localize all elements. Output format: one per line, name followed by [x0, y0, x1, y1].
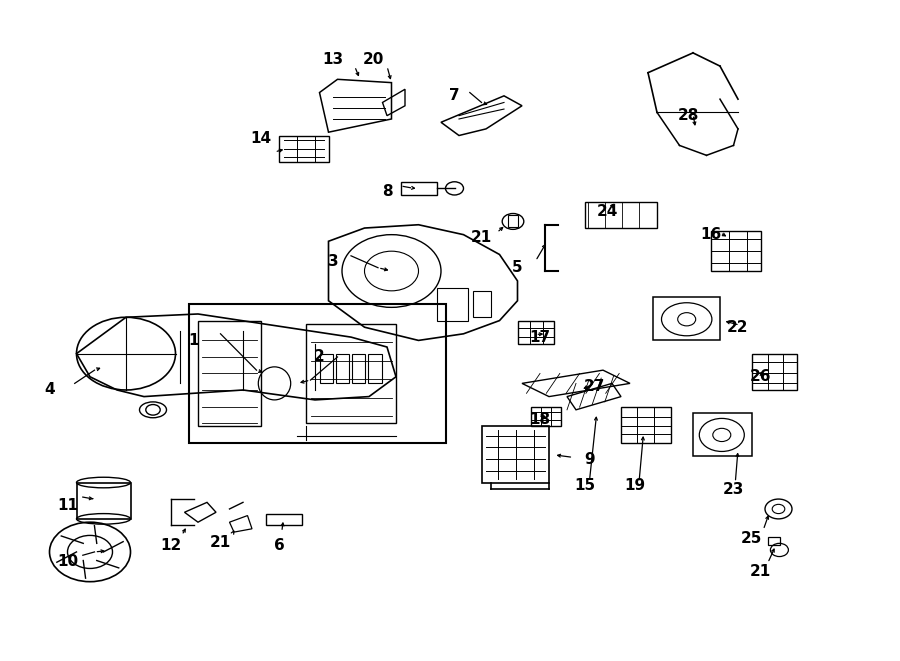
Text: 18: 18	[529, 412, 551, 427]
Bar	[368, 354, 382, 383]
Text: 21: 21	[210, 535, 231, 549]
Text: 17: 17	[529, 330, 551, 344]
Text: 10: 10	[57, 555, 78, 569]
Text: 25: 25	[741, 531, 762, 546]
Bar	[711, 231, 760, 271]
Bar	[752, 354, 796, 390]
Text: 1: 1	[188, 333, 199, 348]
Text: 11: 11	[57, 498, 78, 513]
Text: 16: 16	[700, 227, 722, 242]
Bar	[508, 215, 518, 227]
Bar	[76, 483, 130, 519]
Bar	[472, 291, 490, 317]
Bar	[436, 288, 468, 321]
Text: 22: 22	[727, 320, 749, 334]
Text: 23: 23	[723, 482, 744, 496]
Bar	[306, 324, 396, 423]
Text: 27: 27	[583, 379, 605, 394]
Text: 5: 5	[512, 260, 523, 275]
Text: 2: 2	[314, 350, 325, 364]
Text: 20: 20	[363, 52, 384, 67]
Bar	[320, 354, 333, 383]
Text: 15: 15	[574, 479, 596, 493]
Text: 19: 19	[624, 479, 645, 493]
Bar	[482, 426, 549, 483]
Bar	[621, 407, 670, 443]
Bar	[585, 202, 657, 228]
Text: 3: 3	[328, 254, 338, 268]
Bar	[336, 354, 349, 383]
Text: 24: 24	[597, 204, 618, 219]
Text: 21: 21	[750, 564, 771, 579]
Bar	[531, 407, 561, 426]
Text: 28: 28	[678, 108, 699, 123]
Bar	[400, 182, 436, 195]
Bar	[189, 304, 446, 443]
Bar	[768, 537, 780, 545]
Bar	[266, 514, 302, 525]
Text: 12: 12	[160, 538, 182, 553]
Bar	[518, 321, 554, 344]
Text: 7: 7	[449, 89, 460, 103]
Text: 9: 9	[584, 452, 595, 467]
Text: 13: 13	[322, 52, 344, 67]
Bar	[652, 297, 720, 340]
Text: 21: 21	[471, 231, 492, 245]
Text: 14: 14	[250, 132, 272, 146]
Bar	[198, 321, 261, 426]
Text: 4: 4	[44, 383, 55, 397]
Bar	[693, 413, 752, 456]
Text: 6: 6	[274, 538, 284, 553]
Bar	[352, 354, 365, 383]
Bar	[279, 136, 328, 162]
Text: 26: 26	[750, 369, 771, 384]
Text: 8: 8	[382, 184, 392, 199]
